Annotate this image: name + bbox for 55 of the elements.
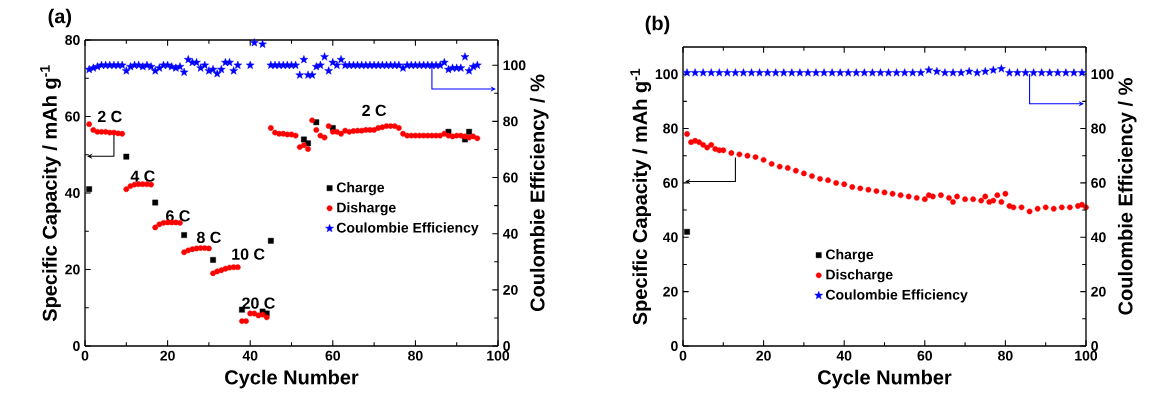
y2-axis-title: Coulombie Efficiency / % xyxy=(1117,78,1137,315)
y-tick-label: 0 xyxy=(671,341,678,351)
x-tick-label: 60 xyxy=(917,350,933,361)
legend-label: Charge xyxy=(826,249,874,263)
annotation: 20 C xyxy=(242,297,275,309)
y-axis-title: Specific Capacity / mAh g$^{-1}$ xyxy=(40,65,61,322)
annotation: 8 C xyxy=(196,231,221,244)
legend-label: Charge xyxy=(336,182,385,196)
y-tick-label: 100 xyxy=(655,69,678,80)
y2-tick-label: 0 xyxy=(1091,341,1098,351)
y-tick-label: 40 xyxy=(64,188,80,198)
y-axis-title: Specific Capacity / mAh g$^{-1}$ xyxy=(630,68,652,325)
x-tick-label: 0 xyxy=(679,350,687,361)
x-axis-title: Cycle Number xyxy=(225,369,359,389)
x-tick-label: 40 xyxy=(836,350,852,361)
annotation: 4 C xyxy=(130,170,155,182)
legend-label: Coulombie Efficiency xyxy=(826,289,968,303)
x-tick-label: 60 xyxy=(325,350,341,361)
y-tick-label: 40 xyxy=(662,232,678,243)
x-tick-label: 20 xyxy=(756,350,771,361)
x-tick-label: 100 xyxy=(487,350,510,361)
y-tick-label: 60 xyxy=(65,111,80,122)
legend-label: Discharge xyxy=(826,269,893,283)
y2-tick-label: 20 xyxy=(1091,286,1106,297)
x-tick-label: 80 xyxy=(998,350,1013,361)
chart-title: (a) xyxy=(48,8,72,28)
y2-tick-label: 80 xyxy=(503,116,518,127)
y-tick-label: 60 xyxy=(663,177,678,188)
annotation: 2 C xyxy=(97,110,122,123)
annotation: 10 C xyxy=(232,248,265,260)
y2-tick-label: 40 xyxy=(1090,232,1106,243)
chart-title: (b) xyxy=(645,15,670,35)
y2-tick-label: 80 xyxy=(1091,123,1106,134)
x-tick-label: 0 xyxy=(81,350,89,361)
y-tick-label: 20 xyxy=(65,264,80,275)
y-tick-label: 80 xyxy=(65,35,80,45)
y2-tick-label: 100 xyxy=(1091,69,1114,80)
y-tick-label: 0 xyxy=(73,341,80,351)
x-tick-label: 20 xyxy=(160,350,175,361)
legend-label: Coulombie Efficiency xyxy=(336,222,479,236)
y2-axis-title: Coulombie Efficiency / % xyxy=(529,74,549,312)
y2-tick-label: 60 xyxy=(503,172,518,183)
legend-label: Disharge xyxy=(337,202,396,216)
y2-tick-label: 60 xyxy=(1091,177,1106,188)
annotation: 2 C xyxy=(362,104,387,117)
y-tick-label: 80 xyxy=(663,123,678,134)
y2-tick-label: 0 xyxy=(503,341,510,351)
x-tick-label: 80 xyxy=(408,350,423,361)
x-tick-label: 100 xyxy=(1075,350,1098,361)
y2-tick-label: 100 xyxy=(503,60,526,71)
y2-tick-label: 20 xyxy=(503,284,518,295)
y2-tick-label: 40 xyxy=(502,228,518,239)
x-tick-label: 40 xyxy=(242,350,258,361)
x-axis-title: Cycle Number xyxy=(818,369,952,389)
y-tick-label: 20 xyxy=(663,286,678,297)
